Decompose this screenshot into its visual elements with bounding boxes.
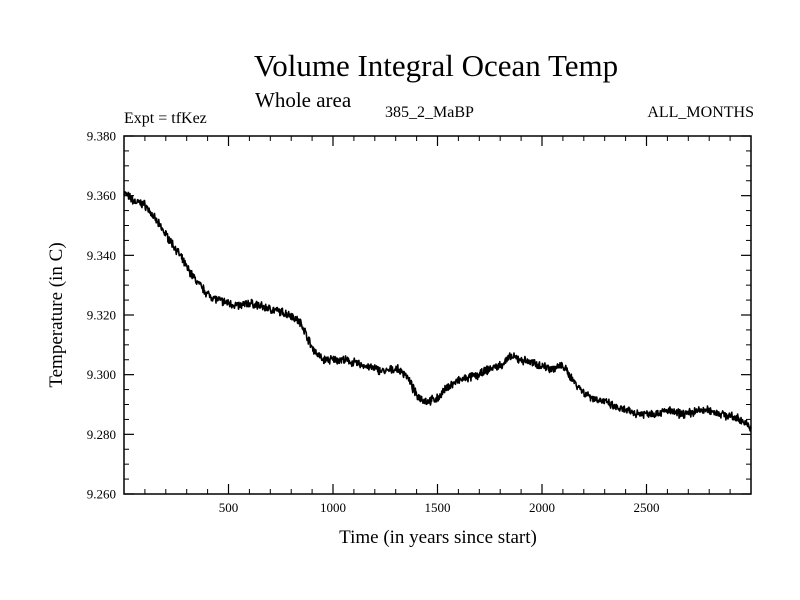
y-axis-title: Temperature (in C) <box>46 242 67 387</box>
x-tick-label: 2000 <box>529 500 555 515</box>
axis-ticks <box>124 135 751 495</box>
x-tick-label: 500 <box>219 500 239 515</box>
period-label: 385_2_MaBP <box>385 104 474 121</box>
temperature-series-line <box>123 191 752 432</box>
x-tick-label: 2500 <box>634 500 660 515</box>
y-tick-label: 9.360 <box>87 188 116 203</box>
tick-labels: 500 1000 1500 2000 2500 9.260 9.280 9.300 9.320 9… <box>87 129 660 516</box>
y-tick-label: 9.320 <box>87 308 116 323</box>
x-tick-label: 1500 <box>425 500 451 515</box>
y-tick-label: 9.260 <box>87 487 116 502</box>
chart-title: Volume Integral Ocean Temp <box>253 48 619 83</box>
experiment-label: Expt = tfKez <box>124 110 207 127</box>
chart-subtitle: Whole area <box>255 88 352 112</box>
y-tick-label: 9.380 <box>87 129 116 144</box>
x-tick-label: 1000 <box>320 500 346 515</box>
x-axis-title: Time (in years since start) <box>339 527 537 548</box>
y-tick-label: 9.280 <box>87 427 116 442</box>
y-tick-label: 9.340 <box>87 248 116 263</box>
plot-frame <box>123 135 752 495</box>
y-tick-label: 9.300 <box>87 367 116 382</box>
months-label: ALL_MONTHS <box>647 104 754 121</box>
